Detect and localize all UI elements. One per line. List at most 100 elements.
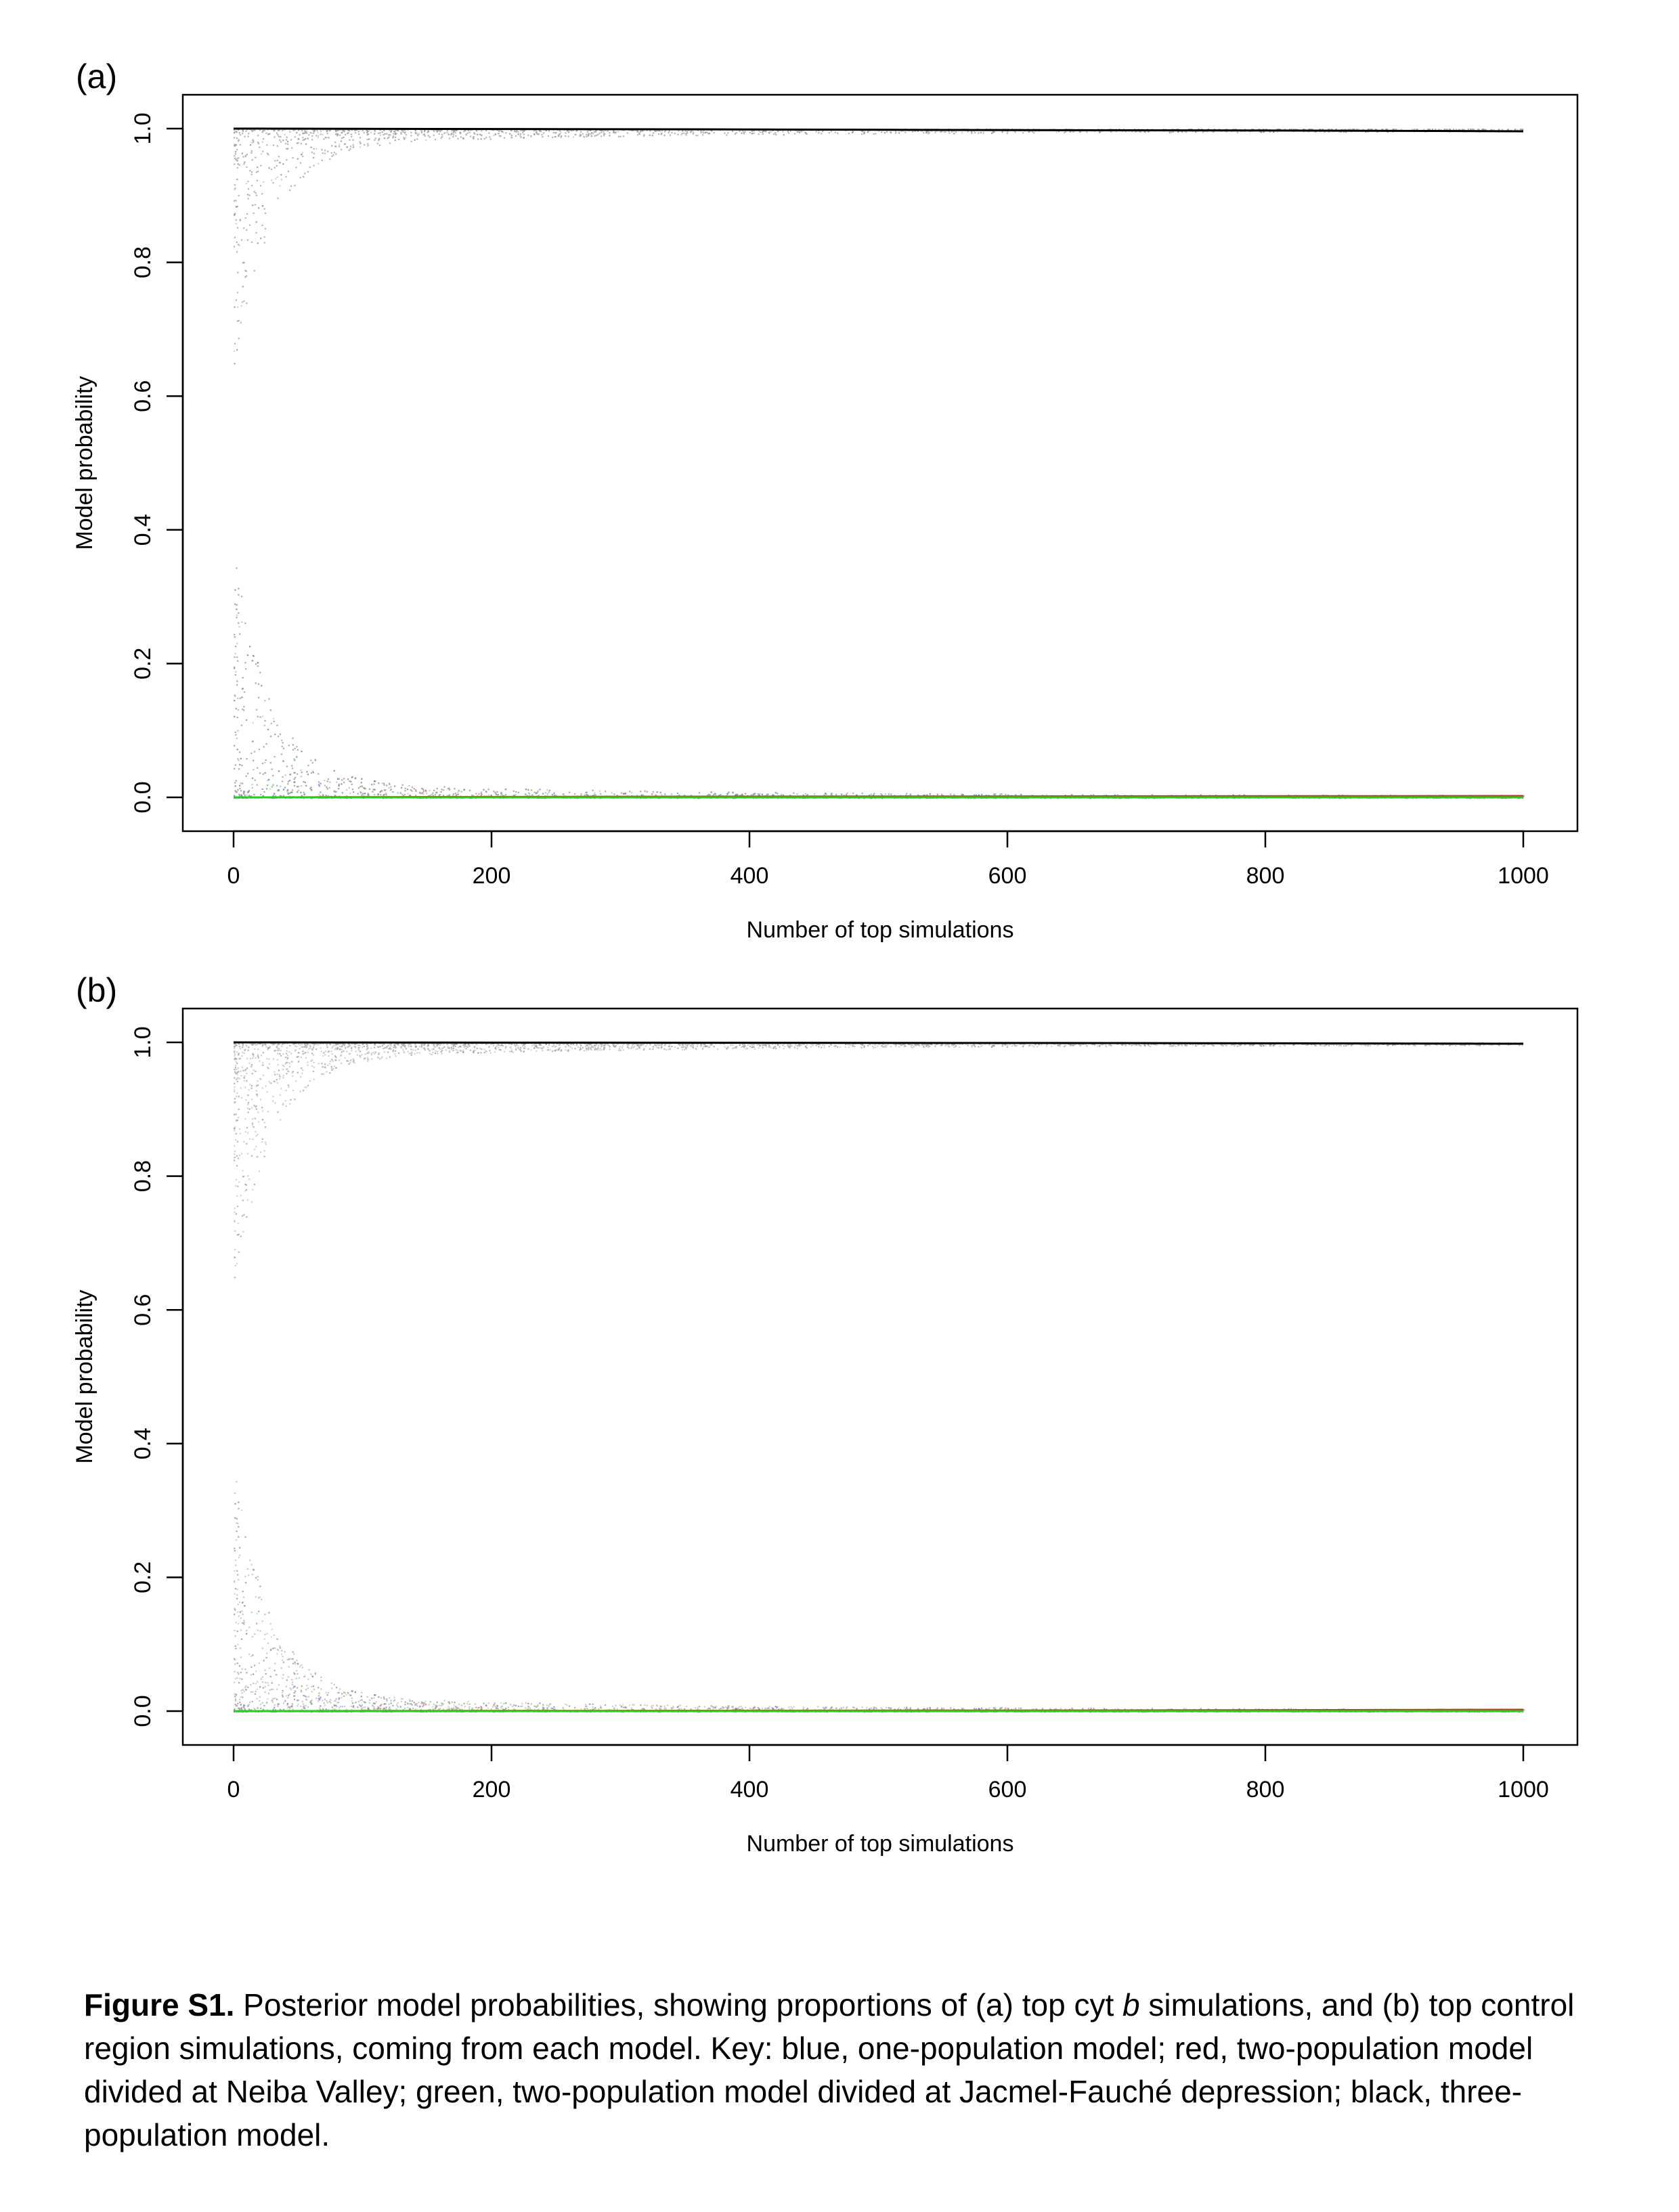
simulation-point [363, 787, 365, 789]
simulation-point [1055, 131, 1057, 133]
simulation-point [1172, 131, 1174, 133]
simulation-point [798, 131, 801, 133]
simulation-point [241, 621, 243, 623]
simulation-point [295, 167, 297, 169]
simulation-point [462, 137, 464, 139]
simulation-point [240, 757, 242, 759]
simulation-point [333, 790, 335, 792]
simulation-point [732, 791, 734, 794]
simulation-point [649, 130, 651, 132]
simulation-point [990, 132, 993, 134]
simulation-point [282, 129, 284, 131]
simulation-point [361, 794, 363, 796]
simulation-point [651, 135, 653, 137]
simulation-point [243, 791, 246, 793]
simulation-point [580, 134, 582, 137]
simulation-point [424, 129, 426, 132]
simulation-point [234, 132, 236, 134]
simulation-point [237, 730, 239, 732]
simulation-point [381, 131, 383, 133]
simulation-point [1345, 129, 1347, 131]
simulation-point [754, 793, 756, 795]
simulation-point [759, 131, 761, 133]
simulation-point [495, 793, 497, 795]
simulation-point [1324, 131, 1326, 133]
simulation-point [257, 767, 259, 769]
simulation-point [291, 768, 294, 770]
simulation-point [336, 135, 339, 137]
simulation-point [1427, 129, 1429, 131]
simulation-point [389, 129, 391, 131]
simulation-point [326, 129, 328, 131]
simulation-point [374, 789, 376, 791]
simulation-point [274, 733, 276, 736]
simulation-point [361, 785, 363, 787]
simulation-point [284, 774, 286, 776]
simulation-point [296, 142, 298, 144]
simulation-point [278, 770, 280, 772]
simulation-point [609, 135, 611, 137]
simulation-point [234, 137, 236, 139]
simulation-point [296, 756, 298, 758]
simulation-point [830, 793, 832, 796]
simulation-point [992, 131, 994, 133]
simulation-point [834, 131, 836, 133]
simulation-point [272, 182, 274, 184]
simulation-point [318, 781, 320, 783]
simulation-point [452, 793, 454, 795]
simulation-point [624, 793, 627, 795]
simulation-point [768, 132, 770, 134]
simulation-point [256, 784, 258, 786]
simulation-point [247, 791, 249, 793]
simulation-point [1498, 129, 1500, 131]
simulation-point [296, 791, 298, 793]
simulation-point [470, 129, 472, 131]
simulation-point [297, 138, 299, 140]
simulation-point [825, 793, 827, 795]
y-tick-label: 0.4 [130, 514, 156, 546]
simulation-point [523, 133, 525, 135]
simulation-point [698, 792, 701, 794]
simulation-point [385, 794, 387, 796]
simulation-point [305, 131, 307, 133]
simulation-point [264, 213, 267, 215]
simulation-point [409, 795, 412, 797]
simulation-point [999, 793, 1001, 795]
simulation-point [793, 133, 796, 135]
simulation-point [288, 779, 291, 782]
simulation-point [1493, 129, 1495, 131]
simulation-point [238, 625, 240, 628]
simulation-point [236, 604, 238, 606]
simulation-point [377, 132, 380, 135]
simulation-point [363, 131, 365, 134]
simulation-point [310, 772, 313, 774]
simulation-point [500, 791, 502, 793]
simulation-point [247, 188, 250, 190]
simulation-point [296, 746, 298, 748]
simulation-point [553, 792, 555, 795]
simulation-point [320, 133, 322, 135]
simulation-point [886, 131, 888, 133]
simulation-point [239, 219, 241, 221]
simulation-point [1219, 129, 1221, 131]
simulation-point [274, 755, 276, 758]
simulation-point [318, 135, 320, 137]
simulation-point [654, 130, 657, 132]
simulation-point [473, 132, 475, 134]
simulation-point [499, 129, 501, 131]
simulation-point [548, 130, 550, 132]
simulation-point [242, 792, 244, 794]
simulation-point [493, 135, 495, 137]
simulation-point [629, 791, 631, 793]
simulation-point [282, 139, 284, 141]
simulation-point [263, 236, 265, 238]
simulation-point [533, 130, 535, 132]
simulation-point [273, 720, 275, 723]
simulation-point [454, 130, 456, 132]
simulation-point [251, 185, 253, 187]
simulation-point [535, 793, 538, 795]
simulation-point [246, 194, 249, 196]
simulation-point [622, 793, 624, 795]
simulation-point [234, 785, 236, 787]
simulation-point [515, 131, 517, 133]
